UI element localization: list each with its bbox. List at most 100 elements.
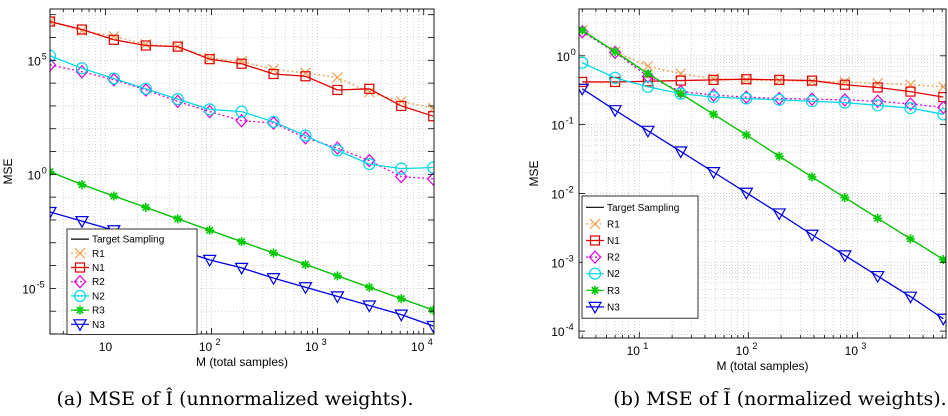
data-point — [298, 282, 313, 295]
legend-marker — [589, 218, 601, 230]
legend-label: N1 — [607, 236, 620, 247]
data-point — [204, 54, 215, 65]
legend-marker — [590, 285, 600, 295]
data-point — [673, 146, 688, 159]
x-tick-label: 10 — [305, 340, 319, 354]
data-point — [579, 76, 588, 88]
legend-marker — [74, 247, 86, 259]
data-point — [643, 69, 653, 79]
data-point — [172, 41, 183, 52]
legend-entry: N1 — [71, 262, 105, 274]
legend-entry: R1 — [586, 218, 620, 230]
data-point — [840, 193, 850, 203]
ticks — [49, 9, 434, 335]
data-point — [139, 82, 152, 95]
data-point — [330, 291, 345, 304]
legend-entry: R2 — [71, 274, 105, 289]
data-point — [676, 89, 686, 99]
figure-caption: (a) MSE of Î (unnormalized weights). — [56, 387, 413, 410]
data-point — [708, 74, 719, 85]
series-group — [50, 16, 434, 334]
figure-caption: (b) MSE of Ĩ (normalized weights). — [613, 388, 946, 410]
grid — [579, 9, 946, 338]
data-point — [608, 105, 623, 118]
legend-entry: N2 — [71, 289, 105, 302]
series-line — [50, 20, 434, 117]
data-point — [363, 157, 376, 171]
data-point — [937, 81, 946, 93]
data-point — [107, 72, 120, 85]
series-n2 — [50, 49, 434, 175]
legend-marker — [587, 301, 603, 315]
data-point — [903, 291, 918, 304]
legend-marker — [73, 274, 87, 289]
series-n1 — [579, 74, 946, 103]
data-point — [774, 74, 785, 85]
chart-b: 10 1 10 2 10 310 -410 -310 -210 -110 0M (total sam… — [527, 8, 947, 410]
data-point — [774, 151, 784, 161]
legend-label: N1 — [92, 263, 105, 274]
legend-label: Target Sampling — [92, 235, 164, 246]
data-point — [269, 248, 279, 258]
data-point — [741, 130, 751, 140]
legend-entry: Target Sampling — [71, 235, 164, 246]
y-tick-exponent: -4 — [566, 322, 574, 332]
y-tick-label: 10 — [22, 282, 36, 296]
data-point — [608, 71, 622, 84]
legend-entry: R3 — [71, 305, 105, 317]
data-point — [300, 259, 310, 269]
legend-label: R3 — [92, 306, 105, 317]
data-point — [362, 300, 377, 313]
data-point — [707, 91, 720, 104]
data-point — [773, 93, 786, 106]
legend-entry: N3 — [71, 319, 105, 332]
series-r3 — [50, 167, 434, 315]
data-point — [426, 172, 434, 186]
data-point — [806, 75, 818, 86]
y-tick-exponent: 0 — [42, 165, 47, 175]
legend-entry: R1 — [71, 247, 105, 260]
data-point — [579, 25, 587, 35]
data-point — [266, 273, 281, 286]
data-point — [396, 100, 407, 112]
y-tick-exponent: 0 — [571, 47, 576, 57]
legend-entry: N2 — [586, 267, 620, 280]
data-point — [332, 84, 343, 96]
legend-entry: N3 — [586, 301, 620, 315]
data-point — [171, 94, 185, 109]
data-point — [741, 74, 752, 85]
data-point — [394, 169, 408, 184]
y-axis-label: MSE — [1, 158, 15, 184]
legend-marker — [73, 289, 87, 302]
data-point — [905, 86, 916, 97]
data-point — [140, 40, 151, 51]
data-point — [109, 191, 119, 201]
legend-label: N2 — [607, 269, 620, 280]
y-tick-exponent: -2 — [566, 184, 574, 194]
data-point — [267, 115, 280, 128]
data-point — [709, 109, 719, 119]
data-point — [805, 229, 820, 242]
legend-entry: Target Sampling — [586, 203, 679, 214]
legend-marker — [75, 305, 85, 315]
data-point — [674, 87, 687, 100]
series-r3 — [579, 25, 946, 265]
data-point — [706, 167, 721, 180]
data-point — [807, 172, 817, 182]
series-n2 — [579, 56, 946, 121]
data-point — [235, 113, 248, 128]
data-point — [173, 214, 183, 224]
data-point — [870, 270, 885, 284]
data-point — [428, 111, 434, 122]
legend-label: R1 — [92, 249, 105, 260]
x-tick-label: 10 — [845, 344, 859, 358]
data-point — [299, 130, 312, 145]
data-point — [202, 254, 217, 268]
data-point — [905, 79, 916, 91]
data-point — [203, 103, 216, 116]
data-point — [739, 187, 754, 200]
data-point — [332, 271, 342, 281]
data-point — [396, 294, 406, 304]
data-point — [872, 82, 883, 93]
data-point — [141, 202, 151, 212]
